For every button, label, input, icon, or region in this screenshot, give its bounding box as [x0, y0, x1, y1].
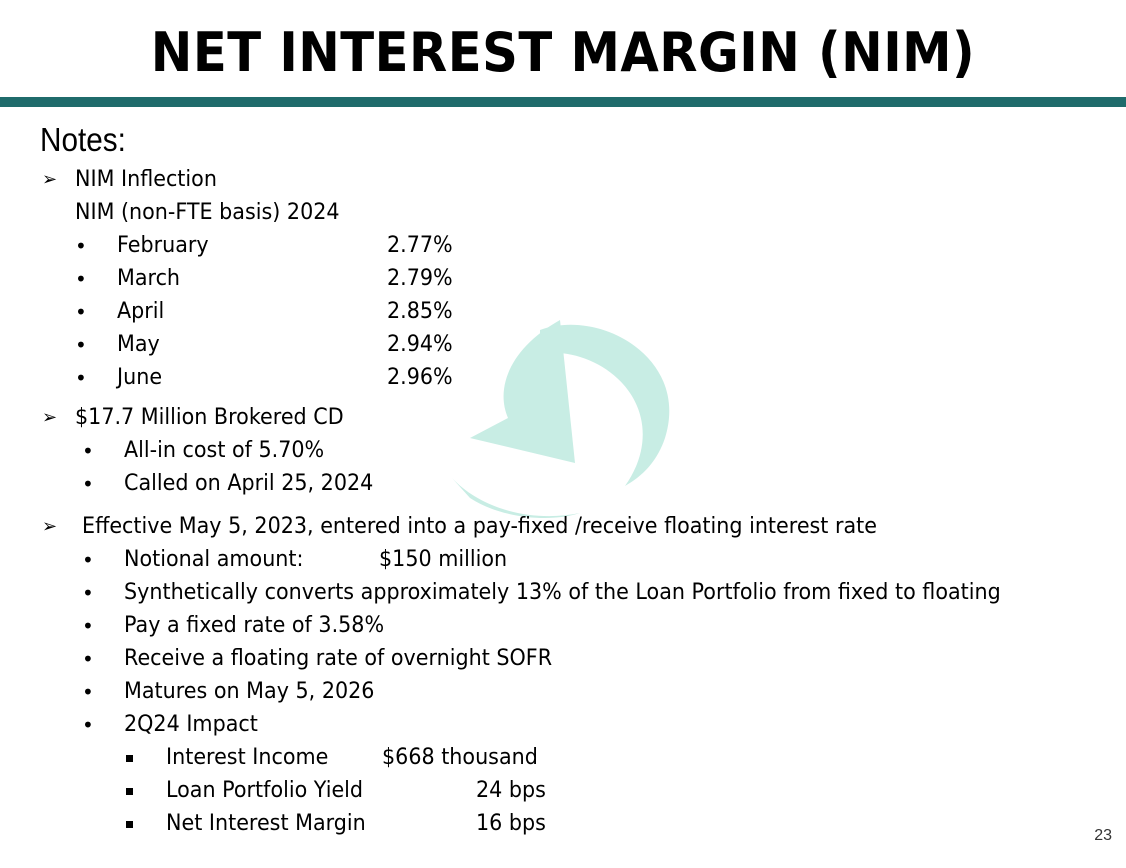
nim-month: February	[117, 233, 209, 258]
impact-label: Interest Income	[166, 745, 329, 770]
section3-item: Receive a floating rate of overnight SOF…	[124, 646, 553, 671]
nim-value: 2.96%	[387, 365, 453, 390]
impact-value: 24 bps	[476, 778, 546, 803]
nim-value: 2.85%	[387, 299, 453, 324]
bullet-icon: •	[75, 366, 87, 390]
impact-value: 16 bps	[476, 811, 546, 836]
nim-value: 2.79%	[387, 266, 453, 291]
section3-heading: Effective May 5, 2023, entered into a pa…	[82, 514, 878, 539]
bullet-icon: •	[75, 267, 87, 291]
notional-label: Notional amount:	[124, 547, 304, 572]
impact-label: Net Interest Margin	[166, 811, 366, 836]
nim-month: March	[117, 266, 181, 291]
bullet-icon: •	[82, 614, 94, 638]
page-number: 23	[1094, 827, 1112, 844]
bullet-icon: •	[75, 234, 87, 258]
section3-item: Synthetically converts approximately 13%…	[124, 580, 1001, 605]
nim-month: May	[117, 332, 160, 357]
bullet-icon: •	[82, 472, 94, 496]
section3-item: Pay a fixed rate of 3.58%	[124, 613, 385, 638]
nim-month: April	[117, 299, 165, 324]
bullet-icon: •	[82, 439, 94, 463]
impact-value: $668 thousand	[382, 745, 538, 770]
section1-subheading: NIM (non-FTE basis) 2024	[75, 200, 340, 225]
section2-heading: $17.7 Million Brokered CD	[75, 405, 344, 430]
notes-heading: Notes:	[40, 121, 126, 158]
bullet-icon: •	[75, 300, 87, 324]
nim-value: 2.77%	[387, 233, 453, 258]
bullet-icon: •	[82, 680, 94, 704]
section3-item: Matures on May 5, 2026	[124, 679, 375, 704]
bullet-icon: •	[82, 713, 94, 737]
slide-title: NET INTEREST MARGIN (NIM)	[150, 21, 976, 84]
bullet-icon: •	[82, 548, 94, 572]
nim-value: 2.94%	[387, 332, 453, 357]
section2-item: All-in cost of 5.70%	[124, 438, 325, 463]
section1-heading: NIM Inflection	[75, 167, 217, 192]
arrow-bullet-icon: ➢	[42, 407, 58, 428]
bullet-icon: •	[82, 581, 94, 605]
notional-value: $150 million	[379, 547, 508, 572]
bullet-icon: •	[82, 647, 94, 671]
title-rule	[0, 97, 1126, 107]
section3-item: 2Q24 Impact	[124, 712, 258, 737]
nim-month: June	[117, 365, 163, 390]
arrow-bullet-icon: ➢	[42, 516, 58, 537]
circular-arrow-watermark-icon	[452, 320, 670, 518]
square-bullet-icon	[126, 821, 133, 828]
section2-item: Called on April 25, 2024	[124, 471, 374, 496]
bullet-icon: •	[75, 333, 87, 357]
square-bullet-icon	[126, 788, 133, 795]
arrow-bullet-icon: ➢	[42, 169, 58, 190]
impact-label: Loan Portfolio Yield	[166, 778, 364, 803]
square-bullet-icon	[126, 755, 133, 762]
